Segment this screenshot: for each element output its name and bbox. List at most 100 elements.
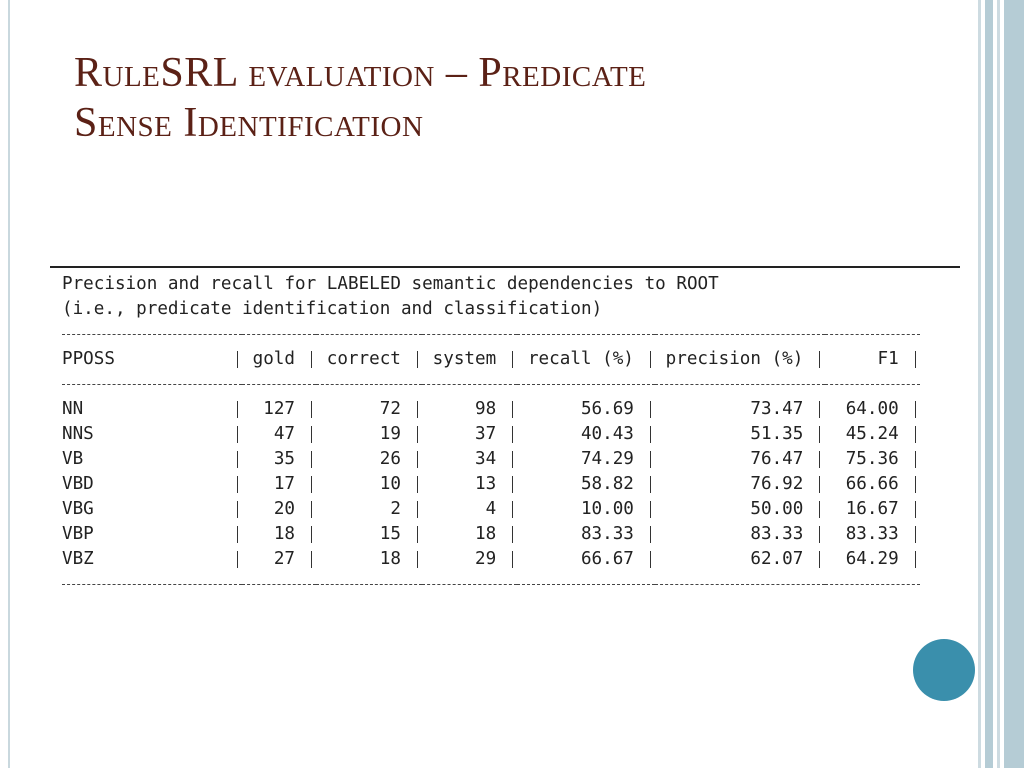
pipe: [814, 397, 825, 422]
cell: 83.33: [750, 524, 804, 544]
cell: 58.82: [580, 474, 634, 494]
pipe: [909, 422, 920, 447]
dash: [517, 372, 655, 397]
pipe: [306, 547, 317, 572]
header-cell: system: [432, 349, 497, 369]
dash: [517, 322, 655, 347]
table-row: VBG 20 2 4 10.00 50.00 16.67: [62, 497, 920, 522]
dash: [242, 322, 317, 347]
dash: [655, 322, 826, 347]
pipe: [306, 397, 317, 422]
cell: 13: [475, 474, 497, 494]
cell: 26: [379, 449, 401, 469]
cell: 51.35: [750, 424, 804, 444]
pipe: [814, 447, 825, 472]
pipe: [814, 422, 825, 447]
pipe: [909, 497, 920, 522]
pipe: [306, 522, 317, 547]
cell: 18: [379, 549, 401, 569]
pipe: [412, 447, 423, 472]
cell: 29: [475, 549, 497, 569]
separator: [62, 322, 921, 347]
right-stripe: [985, 0, 993, 768]
pipe: [507, 422, 518, 447]
cell: 19: [379, 424, 401, 444]
cell: 66.66: [845, 474, 899, 494]
cell: 74.29: [580, 449, 634, 469]
header-row: PPOSS gold correct system recall (%) precisio…: [62, 347, 920, 372]
cell: 10: [379, 474, 401, 494]
pipe: [306, 347, 317, 372]
cell: 76.47: [750, 449, 804, 469]
dash: [242, 572, 317, 597]
header-cell: precision (%): [665, 349, 804, 369]
pipe: [412, 472, 423, 497]
pipe: [644, 447, 655, 472]
cell: 50.00: [750, 499, 804, 519]
right-stripe: [997, 0, 1000, 768]
pipe: [231, 397, 242, 422]
table: Precision and recall for LABELED semanti…: [62, 272, 921, 597]
pipe: [644, 422, 655, 447]
cell: 15: [379, 524, 401, 544]
pipe: [231, 497, 242, 522]
pipe: [412, 522, 423, 547]
pipe: [507, 497, 518, 522]
pipe: [306, 497, 317, 522]
pipe: [814, 522, 825, 547]
dash: [62, 572, 243, 597]
cell: 66.67: [580, 549, 634, 569]
cell: 16.67: [845, 499, 899, 519]
pipe: [644, 522, 655, 547]
header-cell: PPOSS: [62, 349, 115, 369]
pipe: [507, 447, 518, 472]
dash: [62, 372, 243, 397]
pipe: [814, 347, 825, 372]
pipe: [644, 472, 655, 497]
pipe: [231, 447, 242, 472]
cell: NN: [62, 399, 84, 419]
pipe: [507, 397, 518, 422]
cell: 64.29: [845, 549, 899, 569]
table-row: VBZ 27 18 29 66.67 62.07 64.29: [62, 547, 920, 572]
decor-circle: [913, 639, 975, 701]
pipe: [644, 397, 655, 422]
dash: [422, 372, 518, 397]
dash: [316, 322, 423, 347]
dash: [422, 322, 518, 347]
pipe: [231, 347, 242, 372]
dash: [824, 572, 921, 597]
pipe: [909, 397, 920, 422]
title-line: Sense Identification: [74, 100, 424, 146]
cell: 35: [273, 449, 296, 469]
pipe: [644, 547, 655, 572]
cell: VBD: [62, 474, 94, 494]
right-stripe: [978, 0, 981, 768]
separator: [62, 372, 921, 397]
title-line: RuleSRL evaluation – Predicate: [74, 50, 647, 96]
header-cell: gold: [252, 349, 295, 369]
pipe: [814, 497, 825, 522]
table-row: NN 127 72 98 56.69 73.47 64.00: [62, 397, 920, 422]
pipe: [909, 547, 920, 572]
cell: 83.33: [580, 524, 634, 544]
pipe: [412, 347, 423, 372]
pipe: [909, 347, 920, 372]
cell: VBZ: [62, 549, 94, 569]
cell: 34: [475, 449, 497, 469]
cell: 17: [273, 474, 296, 494]
cell: 18: [475, 524, 497, 544]
dash: [517, 572, 655, 597]
right-stripe: [1004, 0, 1024, 768]
cell: 62.07: [750, 549, 804, 569]
cell: 83.33: [845, 524, 899, 544]
pipe: [412, 547, 423, 572]
dash: [242, 372, 317, 397]
pipe: [909, 472, 920, 497]
pipe: [231, 472, 242, 497]
cell: VBP: [62, 524, 94, 544]
dash: [655, 572, 826, 597]
pipe: [507, 547, 518, 572]
pipe: [644, 347, 655, 372]
